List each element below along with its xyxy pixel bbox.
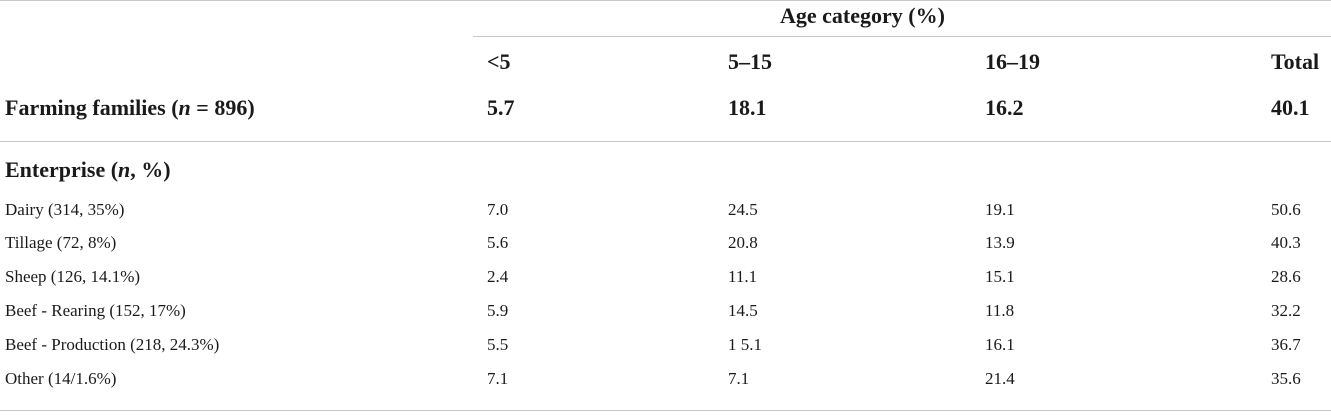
row-value: 7.1 (487, 369, 509, 388)
col-header-5-15: 5–15 (728, 49, 772, 74)
col-header-under5: <5 (487, 49, 511, 74)
row-label: Dairy (314, 35%) (5, 200, 125, 219)
row-label: Other (14/1.6%) (5, 369, 117, 388)
summary-label-suffix: = 896) (190, 95, 255, 120)
row-value: 11.8 (985, 301, 1015, 320)
group-header-rule (473, 36, 1331, 37)
row-value: 40.3 (1271, 233, 1301, 252)
row-value: 5.9 (487, 301, 509, 320)
row-label: Tillage (72, 8%) (5, 233, 117, 252)
row-value: 24.5 (728, 200, 758, 219)
section-header-n: n (118, 157, 131, 182)
row-label: Sheep (126, 14.1%) (5, 267, 141, 286)
row-value: 35.6 (1271, 369, 1301, 388)
row-value: 20.8 (728, 233, 758, 252)
row-value: 11.1 (728, 267, 758, 286)
row-value: 2.4 (487, 267, 509, 286)
row-value: 19.1 (985, 200, 1015, 219)
summary-label-n: n (178, 95, 191, 120)
row-value: 7.0 (487, 200, 509, 219)
row-value: 14.5 (728, 301, 758, 320)
summary-value-5-15: 18.1 (728, 95, 767, 120)
row-value: 16.1 (985, 335, 1015, 354)
table-bottom-rule (0, 410, 1331, 411)
row-value: 5.5 (487, 335, 509, 354)
row-value: 1 5.1 (728, 335, 762, 354)
row-value: 5.6 (487, 233, 509, 252)
summary-row-label: Farming families (n = 896) (5, 97, 255, 119)
row-value: 7.1 (728, 369, 750, 388)
group-header: Age category (%) (780, 3, 945, 28)
section-header-prefix: Enterprise ( (5, 157, 119, 182)
row-value: 32.2 (1271, 301, 1301, 320)
row-value: 50.6 (1271, 200, 1301, 219)
table-top-rule (0, 0, 1331, 1)
row-label: Beef - Production (218, 24.3%) (5, 335, 220, 354)
summary-label-prefix: Farming families ( (5, 95, 179, 120)
col-header-16-19: 16–19 (985, 49, 1040, 74)
summary-rule (0, 141, 1331, 142)
summary-value-under5: 5.7 (487, 95, 515, 120)
row-value: 21.4 (985, 369, 1015, 388)
section-header: Enterprise (n, %) (5, 159, 171, 181)
row-value: 28.6 (1271, 267, 1301, 286)
row-value: 36.7 (1271, 335, 1301, 354)
section-header-suffix: , %) (130, 157, 171, 182)
row-label: Beef - Rearing (152, 17%) (5, 301, 186, 320)
row-value: 13.9 (985, 233, 1015, 252)
summary-value-total: 40.1 (1271, 95, 1310, 120)
row-value: 15.1 (985, 267, 1015, 286)
col-header-total: Total (1271, 49, 1320, 74)
summary-value-16-19: 16.2 (985, 95, 1024, 120)
